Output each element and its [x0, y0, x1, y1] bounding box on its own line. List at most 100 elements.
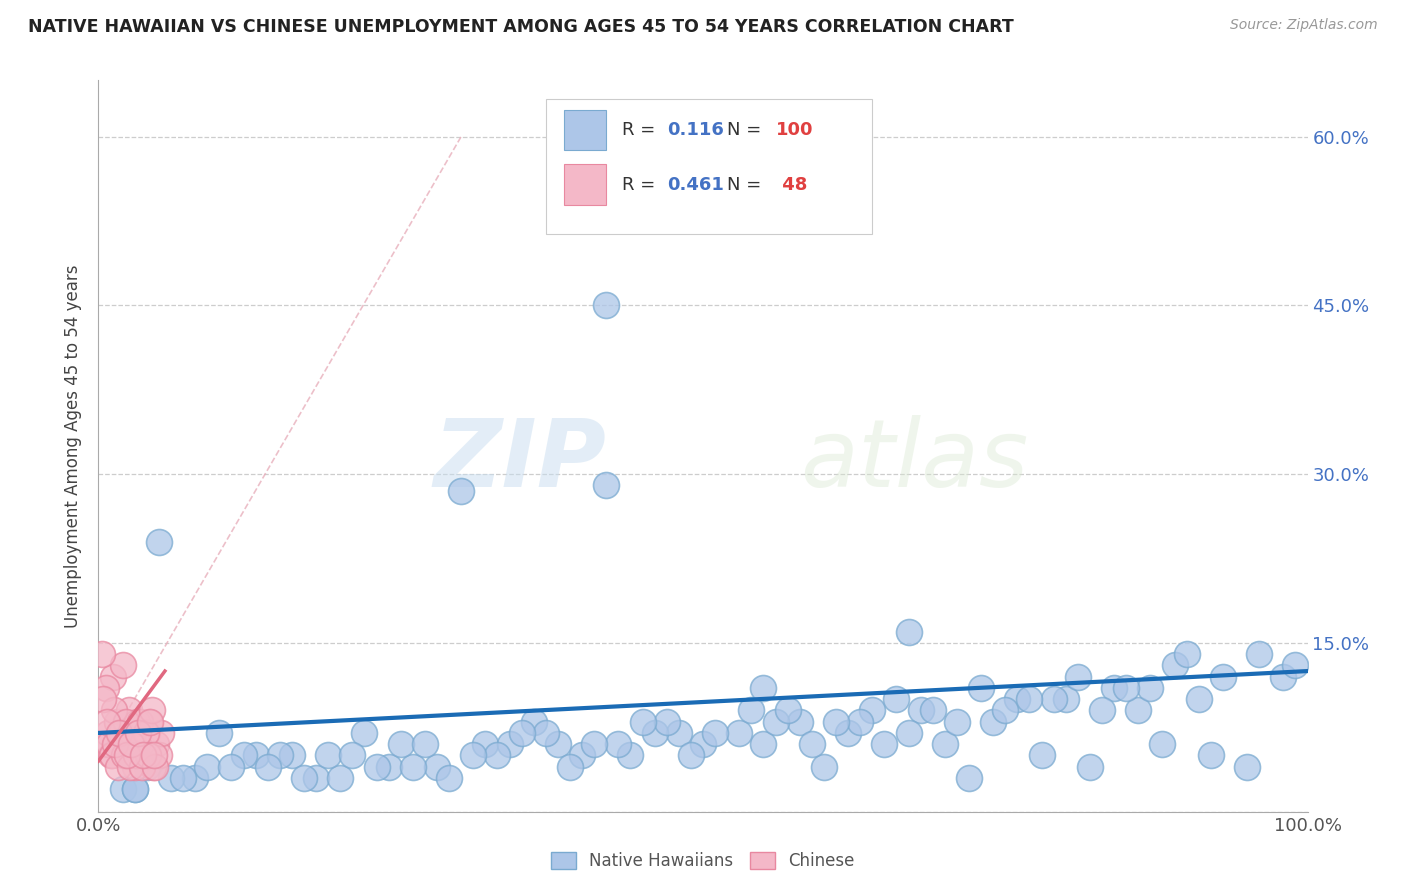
Text: 100: 100	[776, 121, 813, 139]
Point	[292, 771, 315, 785]
Point	[329, 771, 352, 785]
Point	[981, 714, 1004, 729]
Point	[910, 703, 932, 717]
Point	[131, 760, 153, 774]
Point	[108, 737, 131, 751]
Point	[111, 658, 134, 673]
Point	[127, 714, 149, 729]
Point	[150, 726, 173, 740]
Point	[136, 748, 159, 763]
Point	[124, 782, 146, 797]
Point	[595, 478, 617, 492]
Point	[619, 748, 641, 763]
Point	[1175, 647, 1198, 661]
Point	[135, 726, 157, 740]
Point	[141, 703, 163, 717]
Point	[644, 726, 666, 740]
FancyBboxPatch shape	[564, 164, 606, 204]
Point	[498, 737, 520, 751]
Point	[135, 726, 157, 740]
Point	[1249, 647, 1271, 661]
Point	[655, 714, 678, 729]
Point	[118, 703, 141, 717]
Point	[1042, 692, 1064, 706]
FancyBboxPatch shape	[564, 110, 606, 150]
Text: N =: N =	[727, 121, 762, 139]
Point	[118, 760, 141, 774]
Point	[120, 737, 142, 751]
Point	[402, 760, 425, 774]
Point	[716, 169, 738, 183]
Point	[117, 748, 139, 763]
Point	[1139, 681, 1161, 695]
Point	[353, 726, 375, 740]
Point	[104, 737, 127, 751]
Point	[1031, 748, 1053, 763]
Point	[595, 298, 617, 312]
Point	[800, 737, 823, 751]
Point	[101, 670, 124, 684]
Point	[103, 703, 125, 717]
Legend: Native Hawaiians, Chinese: Native Hawaiians, Chinese	[544, 845, 862, 877]
Point	[886, 692, 908, 706]
Point	[316, 748, 339, 763]
Point	[91, 692, 114, 706]
Point	[128, 714, 150, 729]
Text: atlas: atlas	[800, 415, 1028, 506]
Point	[413, 737, 436, 751]
Point	[124, 782, 146, 797]
Point	[97, 726, 120, 740]
Point	[970, 681, 993, 695]
Point	[1236, 760, 1258, 774]
FancyBboxPatch shape	[546, 99, 872, 234]
Point	[1284, 658, 1306, 673]
Point	[1078, 760, 1101, 774]
Point	[1199, 748, 1222, 763]
Text: NATIVE HAWAIIAN VS CHINESE UNEMPLOYMENT AMONG AGES 45 TO 54 YEARS CORRELATION CH: NATIVE HAWAIIAN VS CHINESE UNEMPLOYMENT …	[28, 18, 1014, 36]
Point	[245, 748, 267, 763]
Point	[765, 714, 787, 729]
Point	[96, 714, 118, 729]
Point	[112, 748, 135, 763]
Point	[897, 726, 920, 740]
Point	[752, 681, 775, 695]
Point	[534, 726, 557, 740]
Point	[208, 726, 231, 740]
Point	[934, 737, 956, 751]
Point	[135, 760, 157, 774]
Point	[366, 760, 388, 774]
Point	[1091, 703, 1114, 717]
Point	[583, 737, 606, 751]
Text: 0.461: 0.461	[666, 176, 724, 194]
Point	[132, 748, 155, 763]
Point	[547, 737, 569, 751]
Point	[115, 714, 138, 729]
Point	[1115, 681, 1137, 695]
Point	[704, 726, 727, 740]
Point	[825, 714, 848, 729]
Point	[100, 748, 122, 763]
Point	[837, 726, 859, 740]
Point	[127, 726, 149, 740]
Point	[752, 737, 775, 751]
Point	[510, 726, 533, 740]
Point	[377, 760, 399, 774]
Point	[232, 748, 254, 763]
Point	[305, 771, 328, 785]
Point	[110, 726, 132, 740]
Point	[389, 737, 412, 751]
Point	[100, 748, 122, 763]
Point	[558, 760, 581, 774]
Text: N =: N =	[727, 176, 762, 194]
Text: ZIP: ZIP	[433, 415, 606, 507]
Point	[111, 782, 134, 797]
Point	[1102, 681, 1125, 695]
Point	[474, 737, 496, 751]
Point	[873, 737, 896, 751]
Point	[1054, 692, 1077, 706]
Point	[184, 771, 207, 785]
Point	[1163, 658, 1185, 673]
Point	[195, 760, 218, 774]
Point	[281, 748, 304, 763]
Point	[450, 483, 472, 498]
